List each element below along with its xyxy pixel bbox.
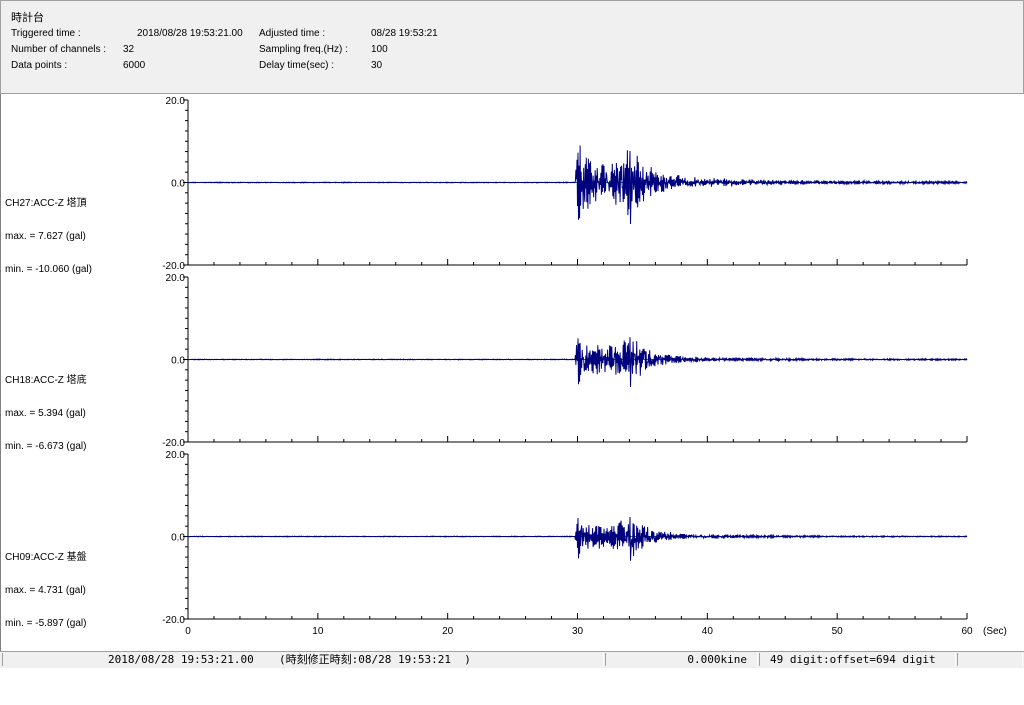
status-adjusted-time: (時刻修正時刻:08/28 19:53:21 ) (279, 653, 471, 666)
channels-label: Number of channels : (11, 44, 107, 55)
channel-max: max. = 4.731 (gal) (5, 585, 86, 596)
channel-label-ch09: CH09:ACC-Z 基盤 max. = 4.731 (gal) min. = … (5, 530, 87, 651)
waveform-ch09 (187, 516, 968, 561)
status-digits: 49 digit:offset=694 digit (770, 653, 936, 666)
plot-frame (0, 94, 1024, 651)
y-tick-label: 20.0 (166, 96, 186, 107)
status-time-cell: 2018/08/28 19:53:21.00 (時刻修正時刻:08/28 19:… (2, 653, 604, 666)
triggered-time-label: Triggered time : (11, 28, 81, 39)
header-panel: 時計台 Triggered time : 2018/08/28 19:53:21… (0, 0, 1024, 94)
y-tick-label: -20.0 (162, 261, 185, 272)
channel-min: min. = -6.673 (gal) (5, 441, 87, 452)
status-velocity: 0.000kine (687, 653, 747, 666)
adjusted-time-value: 08/28 19:53:21 (371, 28, 438, 39)
x-tick-label: 40 (702, 626, 714, 637)
y-tick-label: 20.0 (166, 450, 186, 461)
adjusted-time-label: Adjusted time : (259, 28, 326, 39)
waveform-chart[interactable]: 20.00.0-20.020.00.0-20.020.00.0-20.00 10 2… (0, 94, 1024, 651)
status-empty-cell (957, 653, 1023, 666)
delay-value: 30 (371, 60, 383, 71)
station-title: 時計台 (11, 12, 44, 24)
channel-name: CH09:ACC-Z 基盤 (5, 552, 87, 563)
x-tick-label: 0 (185, 626, 191, 637)
channels-value: 32 (123, 44, 135, 55)
delay-label: Delay time(sec) : (259, 60, 335, 71)
sampling-value: 100 (371, 44, 388, 55)
datapoints-value: 6000 (123, 60, 146, 71)
status-bar: 2018/08/28 19:53:21.00 (時刻修正時刻:08/28 19:… (0, 651, 1024, 668)
y-tick-label: 0.0 (171, 179, 185, 190)
x-tick-label: 50 (832, 626, 844, 637)
y-tick-label: -20.0 (162, 615, 185, 626)
waveform-ch27 (187, 145, 968, 225)
channel-max: max. = 5.394 (gal) (5, 408, 86, 419)
channel-max: max. = 7.627 (gal) (5, 231, 86, 242)
x-tick-label: 20 (442, 626, 454, 637)
channel-name: CH27:ACC-Z 塔頂 (5, 198, 87, 209)
triggered-time-value: 2018/08/28 19:53:21.00 (137, 28, 243, 39)
channel-min: min. = -5.897 (gal) (5, 618, 87, 629)
status-time: 2018/08/28 19:53:21.00 (108, 653, 254, 666)
y-tick-label: -20.0 (162, 438, 185, 449)
waveform-ch18 (187, 337, 968, 388)
status-digits-cell: 49 digit:offset=694 digit (759, 653, 956, 666)
channel-name: CH18:ACC-Z 塔底 (5, 375, 87, 386)
x-tick-label: 10 (312, 626, 324, 637)
datapoints-label: Data points : (11, 60, 68, 71)
x-unit-label: (Sec) (983, 626, 1007, 637)
status-velocity-cell: 0.000kine (605, 653, 758, 666)
y-tick-label: 0.0 (171, 533, 185, 544)
sampling-label: Sampling freq.(Hz) : (259, 44, 348, 55)
channel-min: min. = -10.060 (gal) (5, 264, 92, 275)
x-tick-label: 60 (961, 626, 973, 637)
waveform-plot-area[interactable]: 20.0 0.0 -20.0 20.0 0.0 -20.0 20.0 0.0 -20.0 0 10 2… (0, 94, 1024, 651)
channel-label-ch27: CH27:ACC-Z 塔頂 max. = 7.627 (gal) min. = … (5, 176, 92, 297)
y-tick-label: 0.0 (171, 356, 185, 367)
channel-label-ch18: CH18:ACC-Z 塔底 max. = 5.394 (gal) min. = … (5, 353, 87, 474)
x-tick-label: 30 (572, 626, 584, 637)
y-tick-label: 20.0 (166, 273, 186, 284)
